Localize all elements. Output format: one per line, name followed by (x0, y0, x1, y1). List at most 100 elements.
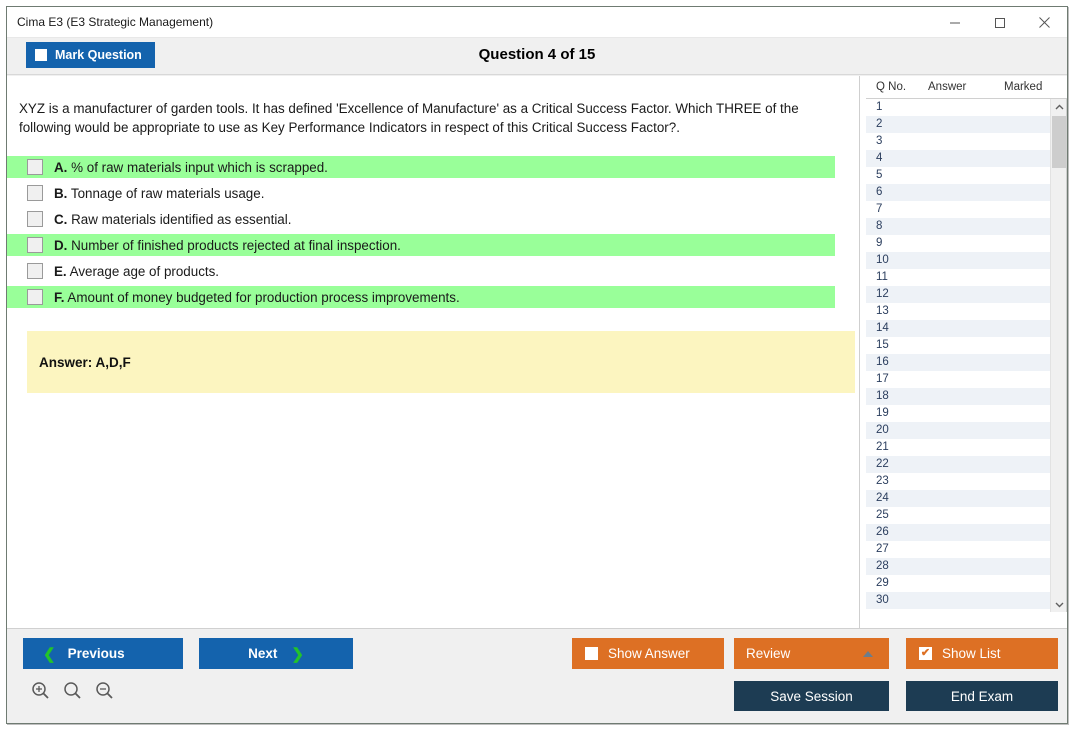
column-header-marked: Marked (1004, 81, 1043, 93)
option-label: C. Raw materials identified as essential… (54, 212, 291, 227)
option-checkbox[interactable] (27, 211, 43, 227)
option-checkbox[interactable] (27, 289, 43, 305)
question-list-row[interactable]: 25 (866, 507, 1050, 524)
end-exam-button[interactable]: End Exam (906, 681, 1058, 711)
question-list-row[interactable]: 26 (866, 524, 1050, 541)
answer-panel: Answer: A,D,F (27, 331, 855, 393)
option-letter: B. (54, 185, 68, 201)
save-session-button[interactable]: Save Session (734, 681, 889, 711)
minimize-icon[interactable] (932, 7, 977, 38)
show-answer-label: Show Answer (608, 646, 690, 661)
question-list-row[interactable]: 8 (866, 218, 1050, 235)
zoom-reset-icon[interactable] (61, 679, 83, 701)
question-list-row[interactable]: 11 (866, 269, 1050, 286)
mark-question-button[interactable]: Mark Question (26, 42, 155, 68)
question-list-row[interactable]: 7 (866, 201, 1050, 218)
show-list-button[interactable]: ✔ Show List (906, 638, 1058, 669)
show-answer-button[interactable]: Show Answer (572, 638, 724, 669)
option-row[interactable]: F. Amount of money budgeted for producti… (7, 286, 835, 308)
chevron-left-icon: ❮ (43, 645, 56, 663)
question-list-row[interactable]: 24 (866, 490, 1050, 507)
option-letter: F. (54, 289, 65, 305)
end-exam-label: End Exam (950, 688, 1014, 704)
question-list-row[interactable]: 4 (866, 150, 1050, 167)
column-header-answer: Answer (928, 81, 967, 93)
question-list-row[interactable]: 6 (866, 184, 1050, 201)
zoom-in-icon[interactable] (29, 679, 51, 701)
previous-button[interactable]: ❮ Previous (23, 638, 183, 669)
question-list-row[interactable]: 13 (866, 303, 1050, 320)
question-list-row[interactable]: 5 (866, 167, 1050, 184)
question-list-row[interactable]: 12 (866, 286, 1050, 303)
option-label: B. Tonnage of raw materials usage. (54, 186, 264, 201)
review-label: Review (746, 646, 791, 661)
option-row[interactable]: D. Number of finished products rejected … (7, 234, 835, 256)
option-label: D. Number of finished products rejected … (54, 238, 401, 253)
option-letter: A. (54, 159, 68, 175)
question-list-row[interactable]: 20 (866, 422, 1050, 439)
question-list-scroll-area: 1 2 3 4 5 6 7 8 9 10 11 12 13 14 15 16 17 18 19 20 21 22 23 24 2… (866, 99, 1067, 612)
question-text: XYZ is a manufacturer of garden tools. I… (19, 101, 799, 135)
option-checkbox[interactable] (27, 185, 43, 201)
next-button[interactable]: Next ❯ (199, 638, 353, 669)
question-list-row[interactable]: 21 (866, 439, 1050, 456)
option-body: Tonnage of raw materials usage. (70, 185, 265, 201)
mark-question-checkbox[interactable] (35, 49, 47, 61)
show-list-label: Show List (942, 646, 1001, 661)
question-header-bar: Mark Question Question 4 of 15 (7, 38, 1067, 75)
question-list-row[interactable]: 29 (866, 575, 1050, 592)
question-list-rows: 1 2 3 4 5 6 7 8 9 10 11 12 13 14 15 16 17 18 19 20 21 22 23 24 2… (866, 99, 1050, 609)
option-row[interactable]: B. Tonnage of raw materials usage. (7, 182, 835, 204)
option-checkbox[interactable] (27, 159, 43, 175)
review-dropdown[interactable]: Review (734, 638, 889, 669)
option-label: E. Average age of products. (54, 264, 219, 279)
options-list: A. % of raw materials input which is scr… (7, 156, 859, 312)
show-answer-checkbox[interactable] (585, 647, 598, 660)
chevron-right-icon: ❯ (291, 645, 304, 663)
question-list-row[interactable]: 17 (866, 371, 1050, 388)
option-body: Raw materials identified as essential. (71, 211, 292, 227)
option-body: Number of finished products rejected at … (71, 237, 401, 253)
question-list-row[interactable]: 23 (866, 473, 1050, 490)
question-list-row[interactable]: 28 (866, 558, 1050, 575)
question-list-row[interactable]: 14 (866, 320, 1050, 337)
question-list-row[interactable]: 1 (866, 99, 1050, 116)
option-label: F. Amount of money budgeted for producti… (54, 290, 460, 305)
show-list-checkbox[interactable]: ✔ (919, 647, 932, 660)
page-title: Question 4 of 15 (478, 46, 596, 63)
scrollbar-thumb[interactable] (1052, 116, 1066, 168)
question-list-row[interactable]: 15 (866, 337, 1050, 354)
maximize-icon[interactable] (977, 7, 1022, 38)
column-header-qno: Q No. (876, 81, 907, 93)
question-pane: XYZ is a manufacturer of garden tools. I… (7, 76, 860, 630)
question-list-panel: Q No. Answer Marked 1 2 3 4 5 6 7 8 9 10 11 12 13 14 1… (866, 76, 1067, 630)
question-list-row[interactable]: 27 (866, 541, 1050, 558)
option-body: Average age of products. (69, 263, 220, 279)
question-list-row[interactable]: 18 (866, 388, 1050, 405)
question-list-row[interactable]: 30 (866, 592, 1050, 609)
question-list-row[interactable]: 22 (866, 456, 1050, 473)
option-letter: C. (54, 211, 68, 227)
question-list-row[interactable]: 16 (866, 354, 1050, 371)
zoom-controls (29, 679, 115, 701)
option-row[interactable]: E. Average age of products. (7, 260, 835, 282)
question-list-row[interactable]: 3 (866, 133, 1050, 150)
question-list-row[interactable]: 10 (866, 252, 1050, 269)
window-controls (932, 7, 1067, 38)
question-list-row[interactable]: 9 (866, 235, 1050, 252)
chevron-up-icon[interactable] (1051, 99, 1066, 115)
option-row[interactable]: A. % of raw materials input which is scr… (7, 156, 835, 178)
option-checkbox[interactable] (27, 263, 43, 279)
chevron-down-icon[interactable] (1051, 596, 1066, 612)
next-button-label: Next (248, 646, 278, 661)
option-body: % of raw materials input which is scrapp… (71, 159, 328, 175)
option-checkbox[interactable] (27, 237, 43, 253)
option-row[interactable]: C. Raw materials identified as essential… (7, 208, 835, 230)
question-list-scrollbar[interactable] (1050, 99, 1066, 612)
question-list-row[interactable]: 19 (866, 405, 1050, 422)
chevron-up-icon (863, 650, 873, 657)
option-body: Amount of money budgeted for production … (67, 289, 460, 305)
zoom-out-icon[interactable] (93, 679, 115, 701)
close-icon[interactable] (1022, 7, 1067, 38)
question-list-row[interactable]: 2 (866, 116, 1050, 133)
